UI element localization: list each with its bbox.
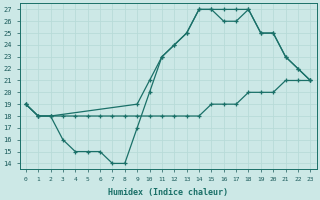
X-axis label: Humidex (Indice chaleur): Humidex (Indice chaleur) (108, 188, 228, 197)
